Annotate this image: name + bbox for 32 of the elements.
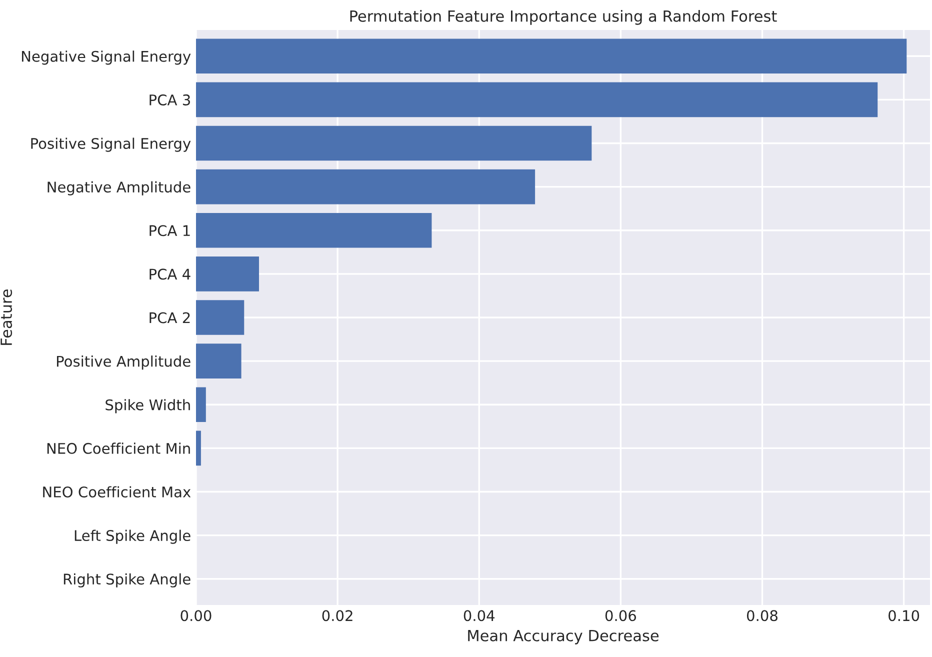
x-tick-label: 0.10 — [888, 610, 920, 622]
y-tick-label: Right Spike Angle — [64, 573, 190, 588]
y-tick-label: Positive Amplitude — [56, 356, 190, 370]
x-tick-label: 0.00 — [180, 610, 212, 622]
y-tick-label: Spike Width — [106, 399, 190, 414]
bar — [196, 344, 242, 378]
y-tick-label: PCA 1 — [150, 225, 190, 236]
x-tick-label: 0.02 — [322, 610, 352, 622]
bar — [196, 256, 259, 292]
chart-title: Permutation Feature Importance using a Random Forest — [350, 10, 777, 25]
y-tick-label: Negative Signal Energy — [22, 50, 191, 65]
x-axis-title: Mean Accuracy Decrease — [468, 630, 659, 644]
x-tick-label: 0.04 — [464, 610, 495, 622]
bar — [196, 126, 592, 161]
bar — [196, 387, 206, 422]
y-tick-label: Negative Amplitude — [48, 181, 190, 196]
x-tick-label: 0.08 — [746, 610, 778, 622]
bar — [196, 38, 907, 74]
y-tick-label: NEO Coefficient Max — [43, 486, 191, 498]
bar — [196, 212, 432, 248]
y-tick-label: PCA 3 — [150, 94, 190, 106]
bar — [196, 169, 536, 204]
x-tick-label: 0.06 — [605, 610, 636, 622]
y-tick-label: PCA 2 — [150, 312, 190, 324]
y-tick-label: Positive Signal Energy — [31, 138, 191, 152]
y-axis-title: Feature — [0, 289, 12, 345]
y-tick-label: NEO Coefficient Min — [47, 442, 190, 454]
bar — [196, 300, 244, 335]
y-tick-label: PCA 4 — [150, 268, 190, 280]
bar — [196, 430, 201, 466]
y-tick-label: Left Spike Angle — [74, 530, 190, 544]
bar — [196, 82, 878, 118]
